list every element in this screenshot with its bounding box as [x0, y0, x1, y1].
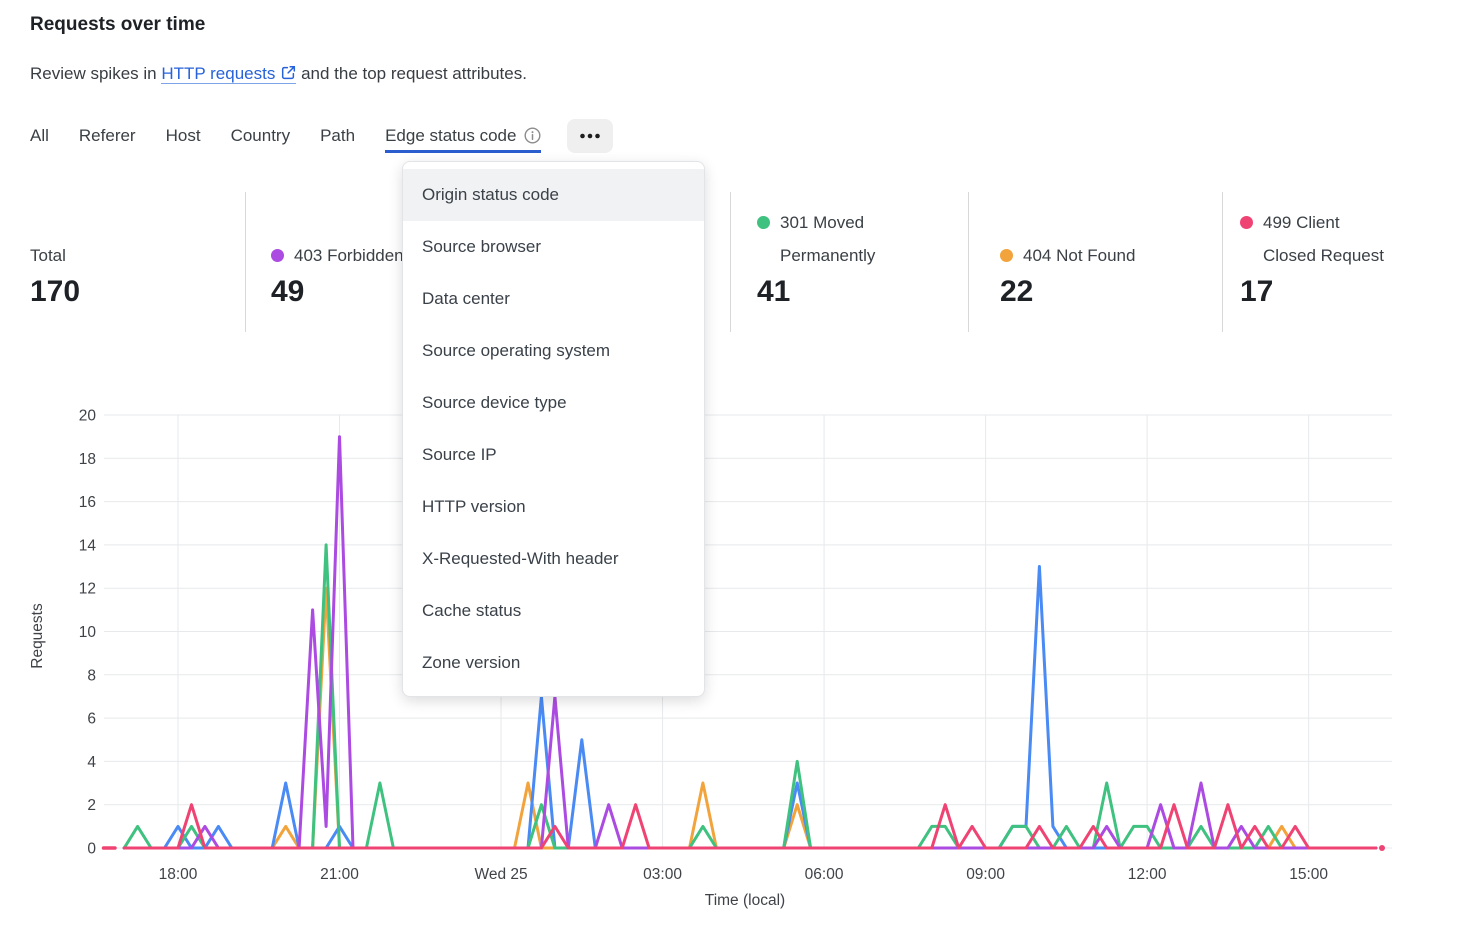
x-tick-label: 21:00 — [320, 866, 359, 883]
menu-item-zone-version[interactable]: Zone version — [422, 653, 521, 672]
stat-value: 49 — [271, 275, 305, 308]
series-end-dot-499-client-closed-request — [1379, 845, 1385, 851]
tab-all[interactable]: All — [30, 118, 49, 153]
tab-label: Referer — [78, 125, 136, 145]
stat-label-line: Closed Request — [1240, 239, 1384, 272]
ellipsis-icon — [580, 133, 601, 138]
stat-label-line: 301 Moved — [757, 206, 875, 239]
page-subtitle: Review spikes in HTTP requests and the t… — [30, 60, 527, 88]
attribute-dropdown-menu: Origin status code Source browser Data cen… — [402, 161, 705, 697]
x-tick-label: Wed 25 — [474, 866, 527, 883]
x-tick-label: 12:00 — [1128, 866, 1167, 883]
menu-item-x-requested-with-header[interactable]: X-Requested-With header — [422, 549, 619, 568]
x-tick-label: 06:00 — [805, 866, 844, 883]
y-tick-label: 18 — [79, 451, 96, 468]
menu-item-source-device-type[interactable]: Source device type — [422, 393, 567, 412]
stat-value: 41 — [757, 275, 791, 308]
info-icon[interactable] — [524, 127, 541, 144]
stat-divider — [730, 192, 731, 332]
tab-label: Path — [320, 125, 356, 145]
x-tick-label: 18:00 — [159, 866, 198, 883]
stat-card-total: Total 170 — [30, 192, 80, 312]
tab-edge-status-code[interactable]: Edge status code — [385, 118, 542, 153]
x-axis-title: Time (local) — [705, 892, 785, 909]
stat-card-403-forbidden: 403 Forbidden 49 — [271, 192, 404, 312]
y-tick-label: 12 — [79, 581, 96, 598]
menu-item-cache-status[interactable]: Cache status — [422, 601, 522, 620]
stat-label: Total — [30, 246, 66, 265]
menu-item-http-version[interactable]: HTTP version — [422, 497, 526, 516]
legend-dot — [1000, 249, 1013, 262]
menu-item-source-operating-system[interactable]: Source operating system — [422, 341, 611, 360]
stat-label: 301 Moved — [780, 213, 865, 232]
stat-label-line: 404 Not Found — [1000, 239, 1135, 272]
y-tick-label: 6 — [87, 711, 96, 728]
tab-referer[interactable]: Referer — [79, 118, 136, 153]
y-tick-label: 0 — [87, 841, 96, 858]
menu-item-origin-status-code[interactable]: Origin status code — [403, 169, 704, 221]
tab-label: Country — [230, 125, 291, 145]
y-tick-label: 20 — [79, 408, 97, 425]
series-line-301-moved-permanently — [122, 543, 1378, 850]
stat-label-line: 499 Client — [1240, 206, 1384, 239]
stat-divider — [968, 192, 969, 332]
y-axis-title: Requests — [29, 603, 46, 669]
stat-divider — [245, 192, 246, 332]
stat-label-line: Permanently — [757, 239, 875, 272]
stat-card-301-moved-permanently: 301 Moved Permanently 41 — [757, 192, 875, 312]
tab-label: Host — [165, 125, 201, 145]
stat-value: 170 — [30, 275, 81, 308]
y-tick-label: 14 — [79, 537, 97, 554]
http-requests-link[interactable]: HTTP requests — [161, 64, 297, 84]
stat-card-499-client-closed-request: 499 Client Closed Request 17 — [1240, 192, 1384, 312]
y-tick-label: 2 — [87, 797, 96, 814]
menu-item-data-center[interactable]: Data center — [422, 289, 510, 308]
legend-dot — [271, 249, 284, 262]
y-tick-label: 10 — [79, 624, 97, 641]
menu-item-source-ip[interactable]: Source IP — [422, 445, 497, 464]
x-tick-label: 15:00 — [1289, 866, 1328, 883]
y-tick-label: 16 — [79, 494, 96, 511]
menu-item-source-browser[interactable]: Source browser — [422, 237, 542, 256]
stat-value: 17 — [1240, 275, 1274, 308]
subtitle-text-suffix: and the top request attributes. — [296, 64, 527, 83]
stat-label-line: 403 Forbidden — [271, 239, 404, 272]
legend-dot — [1240, 216, 1253, 229]
attribute-tabs: All Referer Host Country Path Edge status cod… — [30, 118, 614, 153]
stat-label-line: Total — [30, 239, 80, 272]
y-tick-label: 4 — [87, 754, 96, 771]
stat-card-404-not-found: 404 Not Found 22 — [1000, 192, 1135, 312]
stat-label: 404 Not Found — [1023, 246, 1136, 265]
tab-path[interactable]: Path — [320, 118, 355, 153]
series-line-403-forbidden — [122, 435, 1378, 850]
active-tab-underline — [385, 150, 542, 153]
legend-dot — [757, 216, 770, 229]
subtitle-text-prefix: Review spikes in — [30, 64, 162, 83]
tab-country[interactable]: Country — [231, 118, 291, 153]
x-tick-label: 09:00 — [966, 866, 1005, 883]
stat-value: 22 — [1000, 275, 1034, 308]
tab-label: Edge status code — [385, 125, 517, 145]
stat-label: Closed Request — [1263, 246, 1384, 265]
y-tick-label: 8 — [87, 667, 96, 684]
more-attributes-button[interactable] — [567, 118, 614, 153]
page-title: Requests over time — [30, 14, 206, 35]
external-link-icon — [281, 61, 296, 88]
stat-divider — [1222, 192, 1223, 332]
stat-label: 499 Client — [1263, 213, 1340, 232]
tab-host[interactable]: Host — [166, 118, 201, 153]
stat-label: Permanently — [780, 246, 876, 265]
series-line-499-client-closed-request — [122, 803, 1378, 850]
x-tick-label: 03:00 — [643, 866, 682, 883]
stat-label: 403 Forbidden — [294, 246, 404, 265]
tab-label: All — [30, 125, 49, 145]
